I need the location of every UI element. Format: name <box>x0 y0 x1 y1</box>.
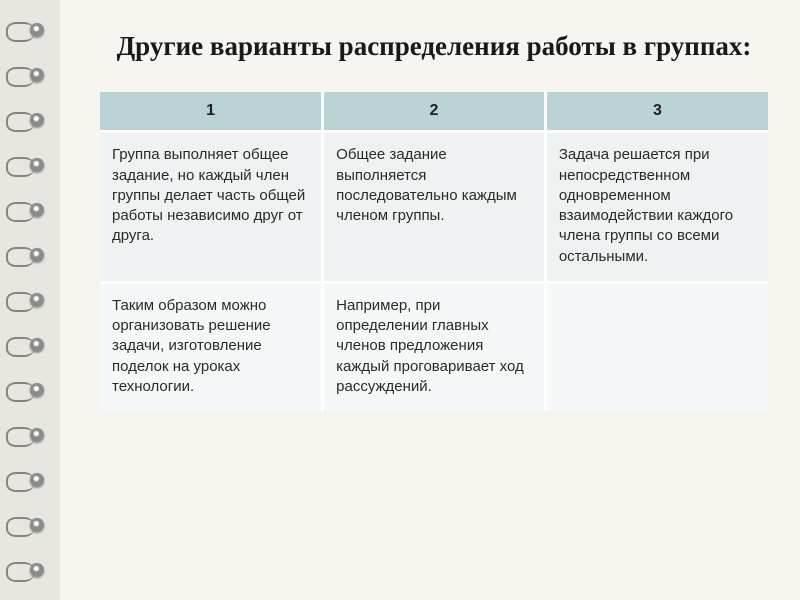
slide-title: Другие варианты распределения работы в г… <box>100 28 768 64</box>
binding-ring <box>6 515 44 535</box>
col-header-3: 3 <box>545 92 768 132</box>
cell <box>545 282 768 411</box>
cell: Например, при определении главных членов… <box>323 282 546 411</box>
binding-ring <box>6 470 44 490</box>
cell: Таким образом можно организовать решение… <box>100 282 323 411</box>
cell: Группа выполняет общее задание, но кажды… <box>100 132 323 283</box>
binding-ring <box>6 65 44 85</box>
table-row: Таким образом можно организовать решение… <box>100 282 768 411</box>
table-header-row: 1 2 3 <box>100 92 768 132</box>
binding-ring <box>6 200 44 220</box>
col-header-2: 2 <box>323 92 546 132</box>
slide-body: Другие варианты распределения работы в г… <box>60 0 800 600</box>
binding-ring <box>6 380 44 400</box>
binding-ring <box>6 110 44 130</box>
binding-ring <box>6 425 44 445</box>
table-row: Группа выполняет общее задание, но кажды… <box>100 132 768 283</box>
options-table: 1 2 3 Группа выполняет общее задание, но… <box>100 92 768 411</box>
cell: Задача решается при непосредственном одн… <box>545 132 768 283</box>
binding-ring <box>6 155 44 175</box>
binding-ring <box>6 245 44 265</box>
binding-ring <box>6 560 44 580</box>
col-header-1: 1 <box>100 92 323 132</box>
binding-ring <box>6 20 44 40</box>
binding-ring <box>6 335 44 355</box>
spiral-binding <box>0 0 60 600</box>
cell: Общее задание выполняется последовательн… <box>323 132 546 283</box>
binding-ring <box>6 290 44 310</box>
